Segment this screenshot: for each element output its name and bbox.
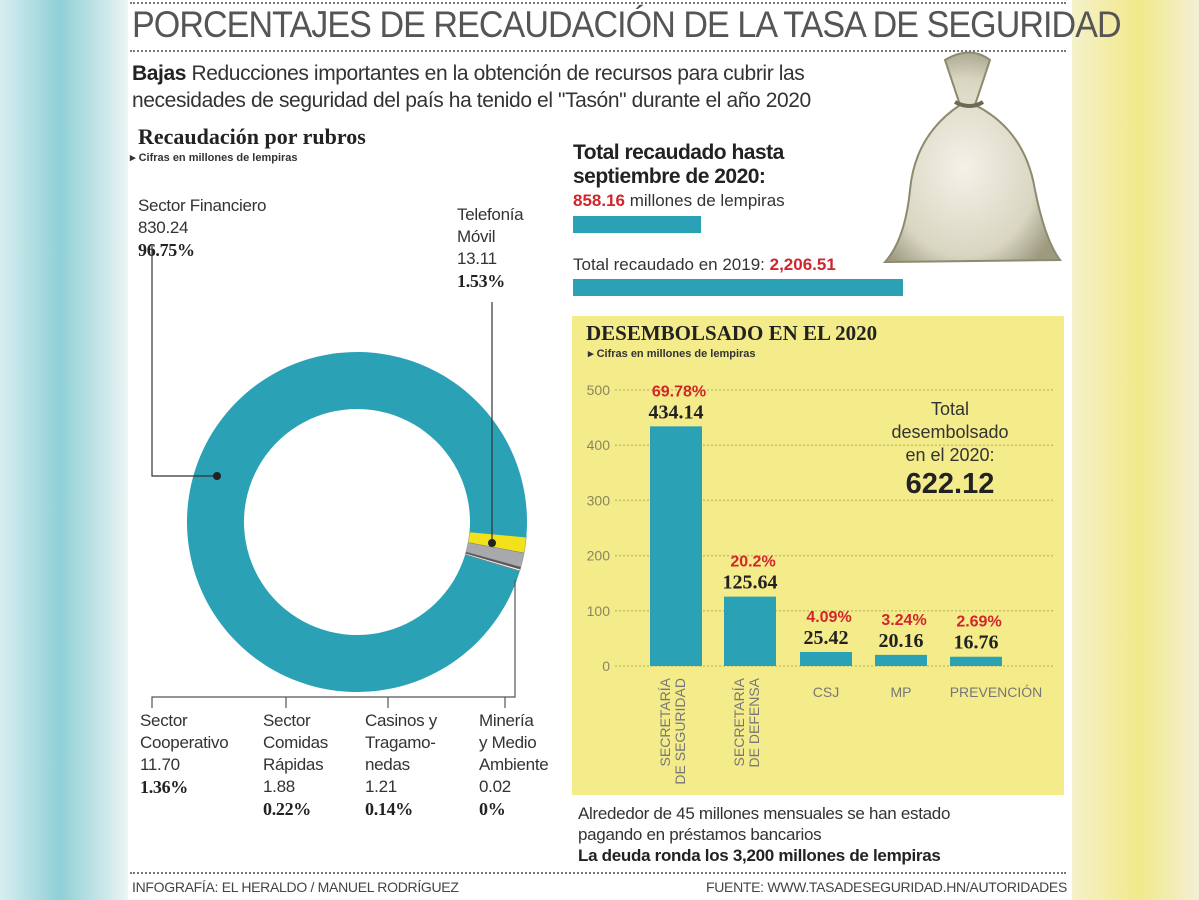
bar-4 bbox=[950, 656, 1002, 666]
label-telefonia-movil: Telefonía Móvil 13.11 1.53% bbox=[457, 205, 524, 291]
total-desembolsado-value: 622.12 bbox=[905, 468, 995, 500]
bar-pct-label: 3.24% bbox=[881, 612, 926, 629]
label-mineria: Minería y Medio Ambiente 0.02 0% bbox=[479, 711, 549, 819]
donut-slice-4 bbox=[464, 554, 521, 572]
source: FUENTE: WWW.TASADESEGURIDAD.HN/AUTORIDAD… bbox=[705, 879, 1067, 895]
x-tick-label: SECRETARÍA bbox=[731, 677, 747, 766]
bar-value-label: 20.16 bbox=[879, 630, 924, 652]
recaudacion-heading: Recaudación por rubros bbox=[138, 124, 366, 149]
total-2019-text: Total recaudado en 2019: 2,206.51 bbox=[573, 255, 836, 274]
x-tick-label: SECRETARÍA bbox=[657, 677, 673, 766]
bar-1 bbox=[724, 596, 776, 666]
desembolsado-heading: DESEMBOLSADO EN EL 2020 bbox=[586, 321, 878, 345]
credit: INFOGRAFÍA: EL HERALDO / MANUEL RODRÍGUE… bbox=[132, 879, 459, 895]
money-bag-icon bbox=[882, 51, 1062, 264]
bracket-small-slices bbox=[151, 580, 516, 708]
label-comidas-rapidas: Sector Comidas Rápidas 1.88 0.22% bbox=[263, 711, 328, 819]
bar-value-label: 125.64 bbox=[723, 572, 778, 594]
desembolsado-note: ▸ Cifras en millones de lempiras bbox=[588, 348, 756, 360]
y-tick-label: 300 bbox=[587, 492, 611, 508]
notes: Alrededor de 45 millones mensuales se ha… bbox=[578, 804, 951, 865]
y-tick-label: 100 bbox=[587, 603, 611, 619]
x-tick-label: DE SEGURIDAD bbox=[672, 678, 688, 785]
x-tick-label: CSJ bbox=[813, 684, 839, 700]
total-recaudado-heading: Total recaudado hasta septiembre de 2020: bbox=[573, 141, 784, 188]
intro-lead: Bajas bbox=[132, 62, 187, 85]
total-2020-text: 858.16 millones de lempiras bbox=[573, 191, 785, 210]
recaudacion-note: ▸ Cifras en millones de lempiras bbox=[130, 152, 298, 164]
label-casinos: Casinos y Tragamo-nedas 1.21 0.14% bbox=[365, 711, 437, 819]
label-sector-cooperativo: Sector Cooperativo 11.70 1.36% bbox=[140, 711, 229, 797]
donut-slice-5 bbox=[187, 352, 527, 693]
bar-2 bbox=[800, 651, 852, 666]
divider bbox=[130, 50, 1066, 52]
leader-line-financiero bbox=[151, 245, 217, 477]
intro-text: Bajas Reducciones importantes en la obte… bbox=[132, 60, 912, 114]
donut-chart bbox=[151, 245, 527, 708]
bar-3 bbox=[875, 654, 927, 666]
y-tick-label: 200 bbox=[587, 548, 611, 564]
x-tick-label: DE DEFENSA bbox=[746, 677, 762, 767]
bar-total-2019 bbox=[573, 279, 903, 296]
leader-dot-financiero bbox=[213, 472, 221, 480]
bar-pct-label: 2.69% bbox=[956, 614, 1001, 631]
divider bbox=[130, 872, 1066, 874]
y-tick-label: 500 bbox=[587, 382, 611, 398]
bar-value-label: 434.14 bbox=[649, 401, 704, 423]
y-tick-label: 0 bbox=[602, 658, 610, 674]
y-tick-label: 400 bbox=[587, 437, 611, 453]
bar-value-label: 25.42 bbox=[804, 627, 849, 649]
bar-value-label: 16.76 bbox=[954, 632, 999, 654]
divider bbox=[130, 2, 1066, 4]
page-title: PORCENTAJES DE RECAUDACIÓN DE LA TASA DE… bbox=[132, 4, 1122, 45]
bar-pct-label: 20.2% bbox=[730, 554, 775, 571]
bar-pct-label: 4.09% bbox=[806, 609, 851, 626]
total-desembolsado: Total desembolsado en el 2020: 622.12 bbox=[870, 398, 1030, 500]
leader-dot-telefonia bbox=[488, 539, 496, 547]
bar-pct-label: 69.78% bbox=[652, 383, 706, 400]
x-tick-label: PREVENCIÓN bbox=[950, 684, 1043, 700]
intro-body: Reducciones importantes en la obtención … bbox=[132, 62, 811, 112]
bar-0 bbox=[650, 426, 702, 666]
x-tick-label: MP bbox=[891, 684, 912, 700]
bar-total-2020 bbox=[573, 216, 702, 233]
